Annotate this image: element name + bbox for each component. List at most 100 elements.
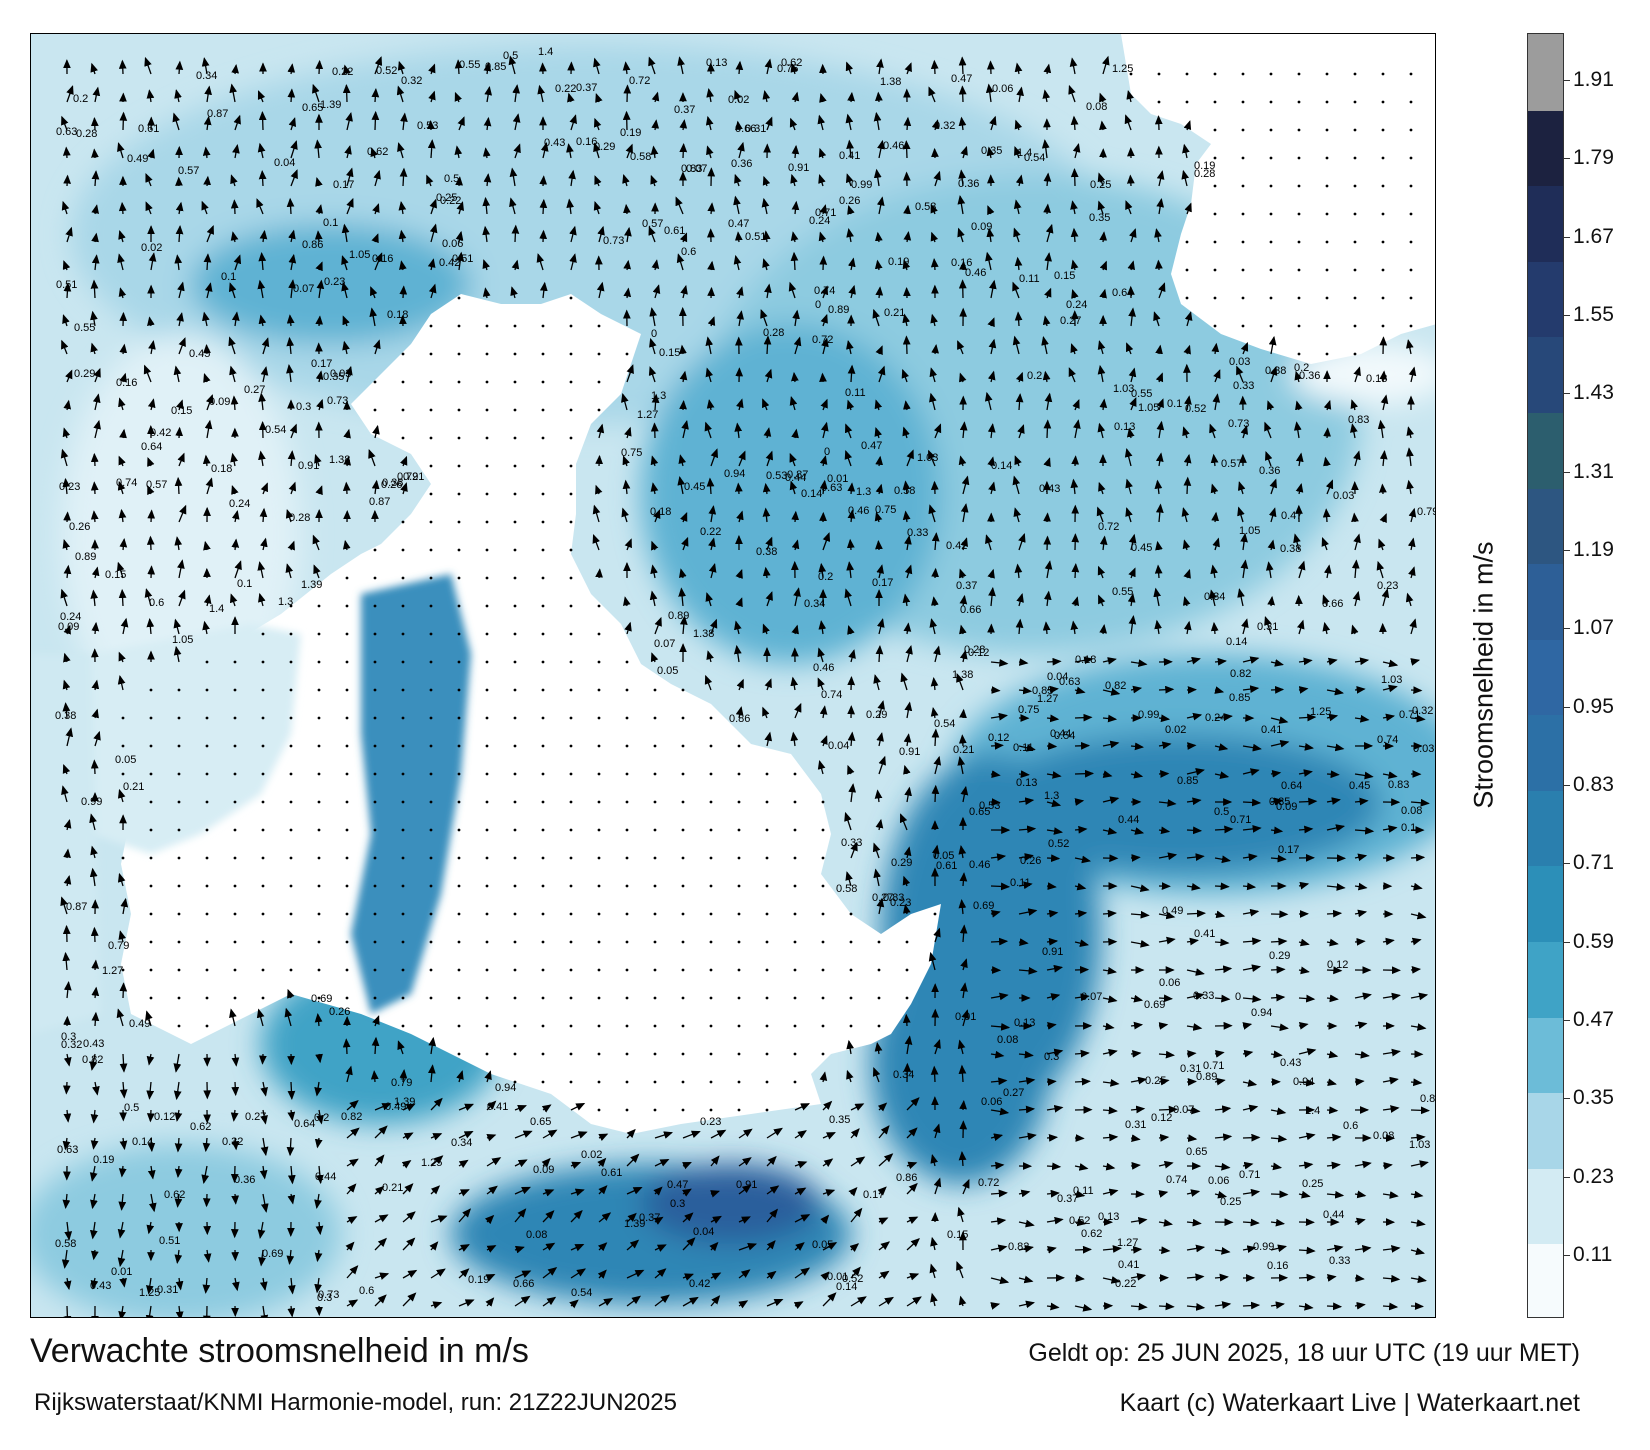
- current-arrow: [959, 1100, 967, 1111]
- current-speed-value: 1.39: [320, 99, 341, 111]
- current-speed-value: 0.04: [693, 1226, 714, 1238]
- current-arrow: [1264, 616, 1272, 635]
- current-arrow: [1237, 588, 1245, 607]
- current-speed-value: 0.14: [132, 1136, 153, 1148]
- current-speed-map[interactable]: 0.09 0.07 0.12 0.16 0.11 0.17 0.14 0.13 0.21 0.26…: [30, 33, 1436, 1318]
- current-arrow: [203, 373, 211, 383]
- current-arrow: [92, 393, 101, 411]
- current-speed-value: 0.22: [1115, 1278, 1136, 1290]
- current-arrow: [1102, 688, 1121, 696]
- land-grid-dot: [457, 688, 461, 692]
- current-arrow: [679, 143, 688, 159]
- current-speed-value: 0.54: [571, 1287, 592, 1299]
- current-arrow: [428, 283, 437, 299]
- current-speed-value: 0.45: [1349, 780, 1370, 792]
- land-grid-dot: [233, 772, 237, 776]
- land-grid-dot: [569, 1052, 573, 1056]
- current-arrow: [1125, 200, 1133, 215]
- current-arrow: [315, 261, 323, 272]
- current-arrow: [1214, 713, 1233, 721]
- current-arrow: [625, 143, 633, 159]
- current-arrow: [1130, 854, 1141, 862]
- current-arrow: [314, 453, 322, 467]
- land-grid-dot: [513, 464, 517, 468]
- land-grid-dot: [653, 688, 657, 692]
- land-grid-dot: [1185, 296, 1189, 300]
- land-grid-dot: [513, 744, 517, 748]
- current-speed-value: 0.34: [1204, 591, 1225, 603]
- current-speed-value: 0.5: [444, 173, 459, 185]
- current-arrow: [1242, 685, 1260, 693]
- current-arrow: [482, 225, 490, 243]
- current-arrow: [429, 223, 438, 243]
- land-grid-dot: [709, 800, 713, 804]
- current-speed-value: 0.07: [686, 163, 707, 175]
- land-grid-dot: [401, 380, 405, 384]
- land-grid-dot: [765, 772, 769, 776]
- current-arrow: [1237, 506, 1245, 523]
- current-arrow: [847, 91, 855, 103]
- land-grid-dot: [205, 660, 209, 664]
- land-grid-dot: [597, 912, 601, 916]
- current-arrow: [510, 286, 518, 299]
- land-grid-dot: [233, 716, 237, 720]
- current-speed-value: 1.4: [538, 46, 553, 58]
- current-arrow: [876, 58, 884, 75]
- current-arrow: [762, 258, 770, 271]
- land-grid-dot: [429, 548, 433, 552]
- current-speed-value: 0.64: [1112, 287, 1133, 299]
- land-grid-dot: [205, 968, 209, 972]
- current-arrow: [904, 564, 913, 579]
- land-grid-dot: [1241, 268, 1245, 272]
- current-arrow: [1069, 57, 1078, 75]
- land-grid-dot: [373, 604, 377, 608]
- current-arrow: [1126, 427, 1135, 439]
- current-arrow: [91, 148, 99, 159]
- current-arrow: [679, 370, 688, 383]
- current-arrow: [286, 364, 294, 383]
- current-arrow: [1410, 686, 1423, 695]
- land-grid-dot: [401, 408, 405, 412]
- land-grid-dot: [1353, 212, 1357, 216]
- land-grid-dot: [485, 968, 489, 972]
- current-arrow: [760, 308, 768, 327]
- current-arrow: [595, 454, 604, 467]
- current-arrow: [990, 882, 1011, 891]
- current-arrow: [930, 313, 938, 327]
- current-arrow: [1015, 174, 1024, 187]
- current-arrow: [120, 617, 129, 635]
- land-grid-dot: [569, 520, 573, 524]
- current-arrow: [678, 587, 686, 607]
- current-speed-value: 0.01: [955, 1011, 976, 1023]
- land-grid-dot: [513, 604, 517, 608]
- current-arrow: [707, 286, 716, 299]
- current-arrow: [175, 60, 184, 75]
- current-speed-value: 0.33: [841, 837, 862, 849]
- land-grid-dot: [401, 436, 405, 440]
- land-grid-dot: [261, 744, 265, 748]
- current-speed-value: 0.79: [108, 940, 129, 952]
- current-arrow: [1043, 419, 1052, 439]
- current-arrow: [1015, 371, 1024, 383]
- land-grid-dot: [709, 1108, 713, 1112]
- current-speed-value: 0.11: [1019, 273, 1040, 285]
- land-grid-dot: [485, 492, 489, 496]
- land-grid-dot: [821, 800, 825, 804]
- current-arrow: [482, 147, 491, 159]
- current-speed-value: 0.65: [1186, 1146, 1207, 1158]
- current-arrow: [63, 564, 72, 579]
- current-arrow: [203, 253, 212, 271]
- land-grid-dot: [485, 688, 489, 692]
- land-grid-dot: [541, 688, 545, 692]
- current-arrow: [345, 167, 354, 187]
- land-grid-dot: [289, 940, 293, 944]
- current-speed-value: 0.46: [848, 505, 869, 517]
- land-grid-dot: [205, 800, 209, 804]
- current-speed-value: 0.35: [323, 371, 344, 383]
- current-arrow: [819, 479, 828, 495]
- current-arrow: [762, 482, 771, 495]
- land-grid-dot: [737, 940, 741, 944]
- current-arrow: [118, 455, 126, 467]
- current-speed-value: 0.11: [1013, 742, 1034, 754]
- current-arrow: [1128, 615, 1137, 635]
